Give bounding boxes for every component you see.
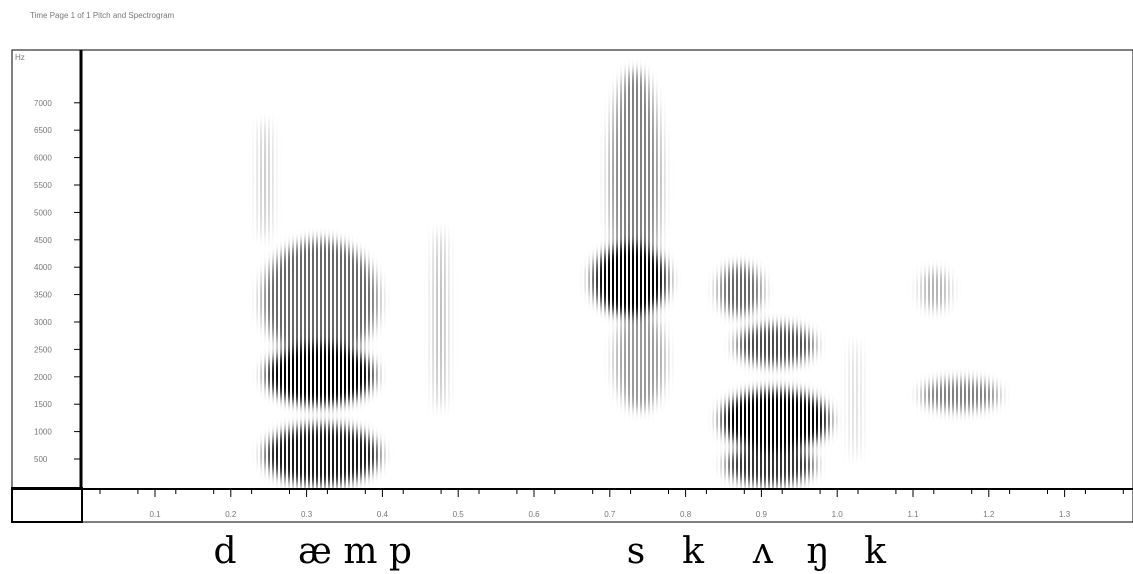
y-tick-label: 6000 <box>34 154 52 163</box>
x-tick-label: 0.1 <box>149 510 161 519</box>
y-tick-label: 4000 <box>34 263 52 272</box>
y-tick-label: 6500 <box>34 126 52 135</box>
x-tick-label: 0.9 <box>756 510 768 519</box>
x-tick-label: 1.1 <box>907 510 919 519</box>
transcript-segment: k <box>682 531 705 572</box>
x-tick-label: 0.6 <box>528 510 540 519</box>
y-tick-label: 5500 <box>34 181 52 190</box>
y-tick-label: 500 <box>34 455 48 464</box>
header: Time Page 1 of 1 Pitch and Spectrogram <box>30 11 175 20</box>
x-tick-label: 1.0 <box>832 510 844 519</box>
transcript-segment: s <box>627 531 645 572</box>
y-tick-label: 3500 <box>34 291 52 300</box>
transcript-segment: ŋ <box>806 531 829 572</box>
x-tick-label: 0.2 <box>225 510 237 519</box>
x-tick-label: 0.7 <box>604 510 616 519</box>
y-tick-label: 3000 <box>34 318 52 327</box>
y-tick-label: 4500 <box>34 236 52 245</box>
y-tick-label: 2500 <box>34 345 52 354</box>
y-tick-label: 2000 <box>34 373 52 382</box>
y-unit: Hz <box>15 53 25 62</box>
x-tick-label: 0.3 <box>301 510 313 519</box>
transcript-segment: ʌ <box>752 531 774 572</box>
y-tick-label: 1000 <box>34 428 52 437</box>
x-tick-label: 1.2 <box>983 510 995 519</box>
x-tick-label: 1.3 <box>1059 510 1071 519</box>
spectrogram <box>82 50 1133 488</box>
transcript-segment: k <box>864 531 887 572</box>
y-tick-label: 7000 <box>34 99 52 108</box>
x-tick-label: 0.5 <box>453 510 465 519</box>
y-tick-label: 5000 <box>34 208 52 217</box>
y-tick-label: 1500 <box>34 400 52 409</box>
transcript-segment: æ m p <box>298 531 412 572</box>
transcript-segment: d <box>213 531 236 572</box>
x-tick-label: 0.4 <box>377 510 389 519</box>
x-tick-label: 0.8 <box>680 510 692 519</box>
